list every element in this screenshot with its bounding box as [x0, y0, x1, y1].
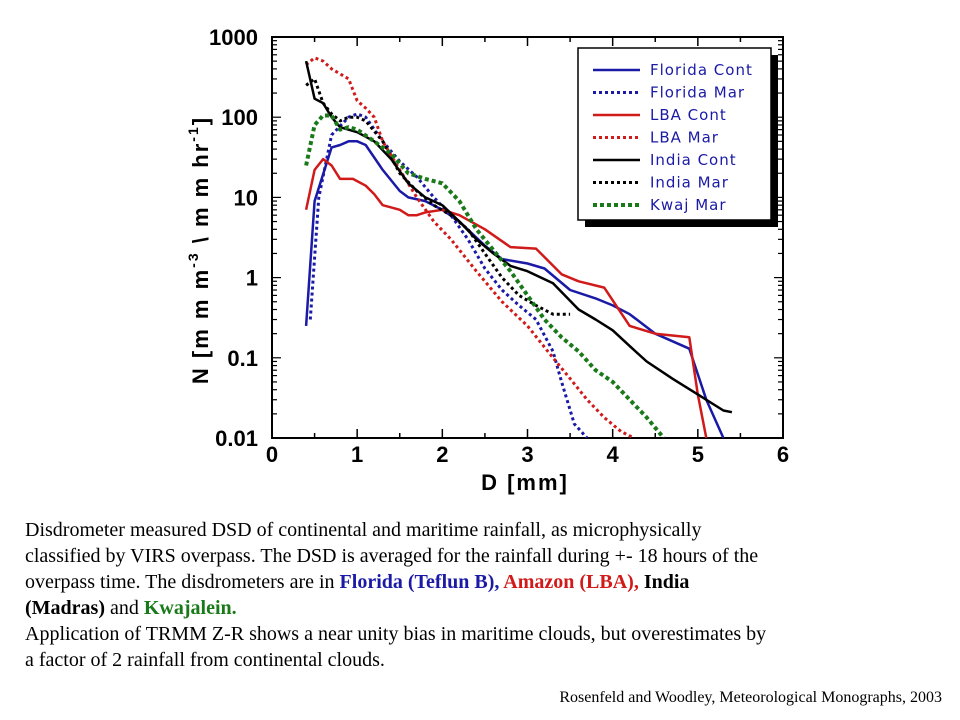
- caption-line-4: (Madras) and Kwajalein.: [25, 595, 945, 621]
- caption-florida: Florida (Teflun B),: [340, 571, 500, 593]
- y-axis-title-part2: \ m m hr: [188, 142, 213, 252]
- legend-label: Florida Mar: [650, 84, 745, 102]
- caption-line-3-text: overpass time. The disdrometers are in: [25, 571, 340, 593]
- caption-amazon: Amazon (LBA),: [499, 571, 638, 593]
- y-tick-label: 0.1: [227, 346, 258, 371]
- y-tick-label: 1000: [209, 25, 258, 50]
- x-tick-label: 2: [436, 442, 448, 467]
- series-line-florida-mar: [310, 114, 587, 438]
- legend-label: India Mar: [650, 174, 729, 192]
- caption-line-6: a factor of 2 rainfall from continental …: [25, 647, 945, 673]
- legend-label: LBA Mar: [650, 129, 719, 147]
- figure-caption: Disdrometer measured DSD of continental …: [25, 517, 945, 673]
- y-tick-label: 10: [234, 185, 258, 210]
- x-tick-label: 4: [607, 442, 620, 467]
- legend-label: LBA Cont: [650, 106, 727, 124]
- x-tick-label: 5: [692, 442, 704, 467]
- caption-line-3: overpass time. The disdrometers are in F…: [25, 569, 945, 595]
- y-axis-title-exp2: -1: [185, 125, 201, 141]
- x-tick-label: 6: [777, 442, 789, 467]
- y-axis-title-part3: ]: [188, 116, 213, 125]
- chart: 0 1 2 3 4 5 6 0.01 0.1 1 10 100 1000 D [mm] N [m m …: [0, 0, 960, 515]
- caption-kwajalein: Kwajalein.: [144, 597, 237, 619]
- caption-and: and: [105, 597, 144, 619]
- legend: Florida Cont Florida Mar LBA Cont LBA Mar In…: [578, 48, 778, 227]
- x-tick-label: 1: [351, 442, 363, 467]
- x-axis-title: D [mm]: [481, 470, 569, 495]
- legend-label: Florida Cont: [650, 61, 753, 79]
- x-tick-labels: 0 1 2 3 4 5 6: [266, 442, 789, 467]
- x-tick-label: 0: [266, 442, 278, 467]
- y-tick-labels: 0.01 0.1 1 10 100 1000: [209, 25, 258, 451]
- series-line-india-mar: [306, 79, 570, 314]
- y-axis-title-exp1: -3: [185, 251, 201, 267]
- caption-madras: (Madras): [25, 597, 105, 619]
- y-axis-title-part1: N [m m m: [188, 268, 213, 384]
- y-tick-label: 1: [246, 266, 258, 291]
- legend-label: Kwaj Mar: [650, 196, 727, 214]
- citation: Rosenfeld and Woodley, Meteorological Mo…: [559, 689, 942, 707]
- x-tick-label: 3: [521, 442, 533, 467]
- svg-text:N [m m m-3 \ m m hr-1]: N [m m m-3 \ m m hr-1]: [185, 116, 213, 384]
- y-tick-label: 100: [221, 105, 258, 130]
- y-axis-title: N [m m m-3 \ m m hr-1]: [185, 116, 213, 384]
- caption-line-1: Disdrometer measured DSD of continental …: [25, 517, 945, 543]
- caption-line-5: Application of TRMM Z-R shows a near uni…: [25, 621, 945, 647]
- caption-line-2: classified by VIRS overpass. The DSD is …: [25, 543, 945, 569]
- caption-india: India: [639, 571, 690, 593]
- legend-label: India Cont: [650, 151, 737, 169]
- y-tick-label: 0.01: [215, 426, 258, 451]
